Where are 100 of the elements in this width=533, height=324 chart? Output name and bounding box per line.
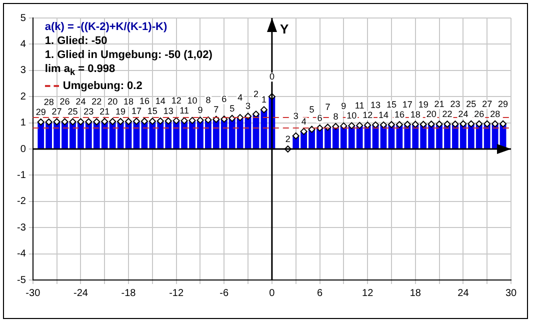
point — [85, 118, 92, 126]
annotation: 8 — [206, 94, 211, 105]
annotation: 1. Glied in Umgebung: -50 (1,02) — [44, 49, 212, 61]
point — [388, 121, 395, 128]
annotation: 20 — [426, 109, 436, 120]
point — [204, 116, 212, 124]
y-tick-label: -2 — [16, 196, 26, 208]
annotation: 5 — [309, 104, 314, 114]
annotation: 25 — [466, 98, 476, 109]
annotation: 4 — [238, 92, 243, 103]
point — [93, 118, 100, 126]
annotation: 22 — [92, 96, 102, 107]
point — [412, 120, 419, 128]
point — [77, 118, 84, 126]
point — [380, 121, 388, 128]
point — [117, 118, 124, 125]
x-tick-label: 6 — [316, 288, 323, 299]
annotation: Umgebung: 0.2 — [62, 80, 142, 92]
point — [428, 120, 435, 128]
point — [492, 120, 499, 128]
annotation: 1. Glied: -50 — [44, 35, 108, 47]
annotation: 22 — [442, 109, 452, 120]
point — [460, 120, 467, 128]
annotation: 7 — [214, 104, 219, 114]
point — [228, 114, 236, 122]
annotation: 17 — [402, 99, 412, 110]
annotation: 12 — [171, 96, 182, 106]
point — [404, 120, 411, 128]
annotation: 11 — [180, 106, 189, 116]
annotation: 14 — [378, 110, 389, 120]
point — [340, 122, 348, 130]
annotation: 6 — [222, 94, 227, 104]
annotation: 8 — [333, 111, 338, 122]
point — [125, 118, 132, 125]
x-tick-label: -12 — [169, 288, 184, 299]
annotation: 6 — [317, 113, 322, 124]
annotation: 2 — [285, 134, 290, 144]
point — [164, 117, 172, 124]
annotation: 21 — [434, 99, 444, 110]
annotation: 13 — [370, 100, 381, 110]
annotation: 11 — [354, 100, 364, 110]
point — [364, 122, 372, 129]
annotation: a(k) = -((K-2)+K/(K-1)-K) — [44, 21, 168, 33]
annotation: 9 — [198, 105, 203, 116]
annotation: 15 — [386, 100, 396, 110]
annotation: 14 — [155, 96, 166, 106]
annotation: 3 — [246, 101, 251, 112]
annotation: 27 — [52, 106, 62, 117]
annotation: 5 — [230, 103, 235, 114]
annotation: 13 — [163, 106, 174, 116]
annotation: 25 — [68, 106, 78, 117]
point — [252, 110, 260, 118]
annotation: 7 — [325, 102, 330, 112]
point — [61, 118, 68, 126]
annotation: 3 — [293, 110, 298, 121]
annotation: 1 — [261, 94, 266, 105]
x-tick-label: -30 — [26, 288, 41, 299]
point — [356, 122, 364, 129]
annotation: 10 — [346, 110, 357, 121]
point — [156, 117, 164, 124]
point — [260, 106, 268, 114]
x-tick-label: 24 — [458, 288, 470, 299]
point — [476, 120, 483, 128]
point — [180, 117, 188, 124]
point — [37, 118, 44, 126]
x-tick-label: -6 — [220, 288, 230, 299]
annotation: 28 — [490, 108, 500, 119]
point — [444, 120, 451, 128]
x-tick-label: -24 — [73, 288, 88, 299]
point — [196, 116, 204, 124]
annotation: 27 — [482, 98, 492, 109]
point — [420, 120, 427, 128]
point — [292, 132, 300, 140]
annotation: 15 — [147, 106, 158, 116]
annotation: 21 — [100, 106, 110, 116]
annotation: 26 — [60, 96, 70, 107]
x-tick-label: -18 — [121, 288, 136, 299]
y-tick-label: 2 — [20, 91, 26, 102]
y-tick-label: 5 — [20, 12, 26, 24]
annotation: 18 — [410, 109, 420, 120]
annotation: 29 — [498, 98, 508, 109]
annotation: 12 — [362, 110, 373, 120]
x-tick-label: 0 — [269, 288, 276, 299]
point — [132, 118, 140, 125]
point — [348, 122, 356, 130]
annotation: 0 — [269, 72, 274, 82]
y-tick-label: -4 — [16, 248, 26, 260]
point — [500, 120, 507, 128]
point — [109, 118, 116, 125]
annotation: 28 — [44, 97, 54, 107]
point — [484, 120, 491, 128]
point — [452, 120, 459, 128]
annotation: 29 — [36, 107, 46, 117]
annotation: 23 — [84, 106, 94, 117]
annotation: lim a$_{k}$ = 0.998 — [44, 63, 116, 78]
point — [396, 121, 403, 128]
y-axis-title: Y — [280, 22, 289, 37]
annotation: 24 — [76, 96, 86, 107]
point — [468, 120, 475, 128]
annotation: 16 — [394, 110, 404, 120]
